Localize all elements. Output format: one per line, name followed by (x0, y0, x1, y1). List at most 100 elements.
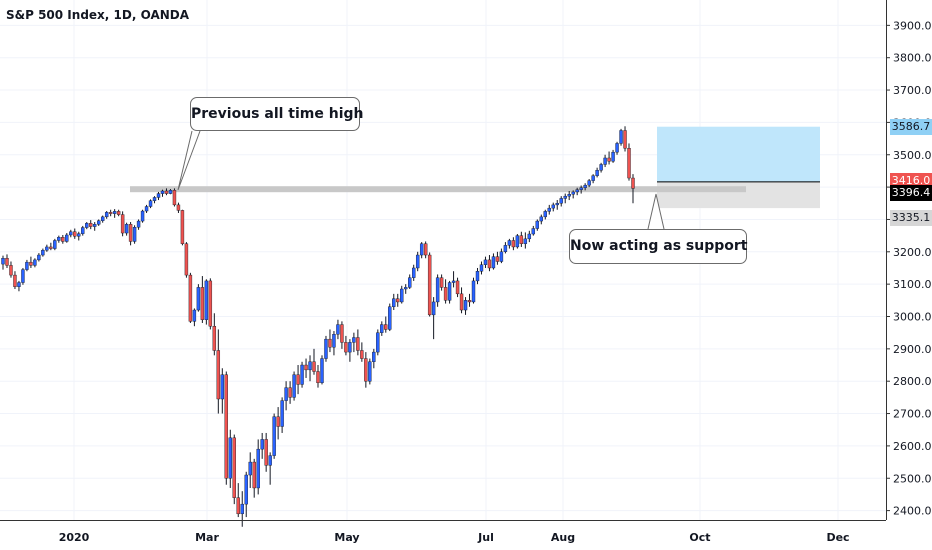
candle (563, 193, 567, 204)
candle (180, 209, 185, 246)
time-axis[interactable]: 2020 Mar May Jul Aug Oct Dec (59, 531, 850, 544)
candle (539, 214, 543, 225)
candle (61, 234, 65, 244)
candle (304, 358, 308, 378)
candle-body-up (591, 175, 595, 181)
candle-body-up (348, 342, 352, 353)
candle-body-up (431, 301, 436, 316)
candle-body-up (144, 206, 149, 212)
candle (515, 234, 520, 249)
candle (328, 329, 332, 353)
candle (344, 335, 348, 356)
x-tick-label: Aug (551, 531, 575, 544)
candle-body-up (284, 387, 288, 401)
candle-body-up (583, 184, 587, 188)
candle (376, 329, 380, 356)
candle (316, 365, 320, 388)
candle-body-down (459, 293, 464, 311)
candle (156, 191, 161, 201)
candle (348, 339, 352, 362)
candle-body-up (523, 238, 528, 244)
candle-body-up (124, 224, 129, 234)
candle (511, 237, 516, 251)
candle (176, 202, 181, 213)
candle-body-up (579, 187, 583, 190)
candle-body-up (611, 151, 615, 162)
candle-body-up (1, 258, 5, 265)
candle (519, 231, 524, 247)
candle (495, 251, 500, 265)
candle (455, 277, 460, 298)
candle-body-up (260, 439, 264, 450)
candle-body-up (451, 280, 456, 283)
candle-body-down (120, 214, 125, 234)
candle (120, 211, 125, 237)
candle-body-down (212, 326, 217, 351)
candle (499, 248, 504, 264)
x-tick-label: May (334, 531, 359, 544)
candle (479, 261, 484, 275)
candle (256, 439, 260, 495)
candle-body-up (21, 269, 25, 283)
price-tag: 3416.0 (890, 172, 932, 189)
candle-body-up (140, 210, 145, 222)
x-tick-label: Mar (195, 531, 219, 544)
candle (204, 279, 209, 325)
candle-body-down (236, 497, 240, 515)
candle (93, 222, 97, 231)
candle (543, 209, 547, 220)
candle-body-up (17, 282, 21, 287)
price-axis[interactable]: 2400.0 2500.0 2600.0 2700.0 2800.0 2900.0 3000… (886, 19, 932, 518)
candle-body-up (53, 240, 57, 249)
candle (356, 329, 360, 356)
candle (595, 167, 599, 178)
candle-body-up (531, 228, 536, 235)
candle (148, 199, 153, 209)
candle-body-up (268, 455, 272, 466)
candle (104, 211, 109, 219)
candle-body-up (535, 220, 540, 229)
candle-body-down (360, 350, 364, 359)
candle (360, 342, 364, 362)
price-tag: 3586.7 (890, 118, 932, 135)
candle (41, 248, 45, 257)
candle-body-up (388, 306, 392, 330)
candle (144, 204, 149, 213)
candle-body-down (519, 235, 524, 244)
candle-body-down (427, 254, 432, 316)
candle (29, 256, 33, 268)
candle-body-down (73, 231, 77, 237)
candle-body-up (547, 207, 551, 212)
candle-body-up (471, 280, 476, 303)
candle (85, 222, 89, 230)
candle-body-up (300, 364, 304, 385)
candle-body-up (57, 237, 61, 241)
candle-body-up (475, 271, 480, 282)
candle (471, 277, 476, 304)
y-tick-label: 3900.0 (893, 19, 932, 32)
candle-body-down (164, 190, 169, 194)
candle (404, 284, 408, 294)
candle-body-down (627, 148, 631, 179)
candle-body-down (396, 298, 400, 303)
callout-support[interactable]: Now acting as support (569, 229, 747, 264)
candle-body-up (33, 259, 37, 266)
candle (53, 238, 57, 251)
candle (352, 332, 356, 353)
candle (599, 162, 603, 173)
y-tick-label: 3700.0 (893, 84, 932, 97)
candle-body-up (148, 200, 153, 207)
candle-body-down (487, 259, 492, 269)
position-zones (130, 126, 820, 209)
candle-body-up (25, 261, 29, 270)
candle (17, 280, 21, 292)
callout-previous-high[interactable]: Previous all time high (190, 97, 364, 131)
candle (423, 241, 428, 259)
candle (555, 200, 559, 210)
candle (172, 188, 177, 207)
candle (65, 233, 69, 243)
candle (463, 297, 468, 315)
candle-body-up (93, 224, 97, 227)
candle (248, 452, 252, 488)
